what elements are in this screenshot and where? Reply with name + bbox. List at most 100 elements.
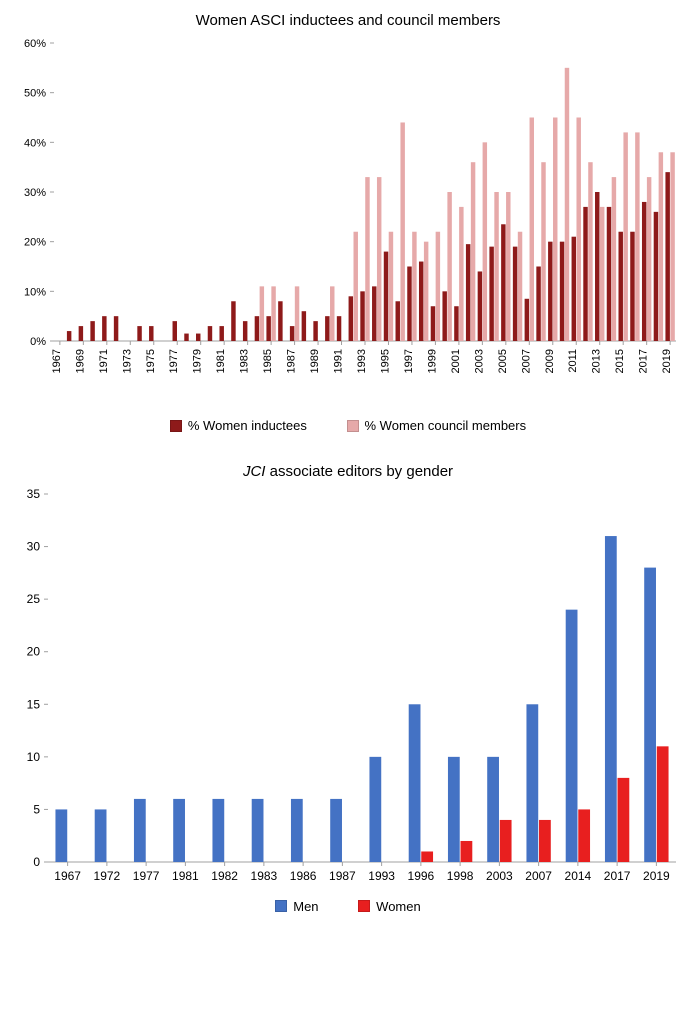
bar-inductees	[266, 316, 270, 341]
svg-text:2019: 2019	[661, 349, 673, 373]
svg-text:20: 20	[27, 644, 41, 658]
bar-women	[618, 777, 630, 861]
bar-council	[506, 192, 510, 341]
bar-inductees	[583, 207, 587, 341]
svg-text:1986: 1986	[290, 869, 317, 883]
top-chart-legend: % Women inductees % Women council member…	[12, 418, 684, 435]
bar-council	[518, 232, 522, 341]
bar-council	[647, 177, 651, 341]
legend-item-women: Women	[358, 899, 421, 914]
bar-council	[670, 152, 674, 341]
bar-men	[487, 756, 499, 861]
bar-inductees	[572, 237, 576, 341]
svg-text:1972: 1972	[94, 869, 121, 883]
bar-inductees	[243, 321, 247, 341]
bar-council	[553, 118, 557, 342]
legend-item-inductees: % Women inductees	[170, 418, 307, 433]
svg-text:20%: 20%	[24, 237, 46, 249]
bar-men	[409, 704, 421, 862]
bar-council	[365, 177, 369, 341]
bar-inductees	[290, 326, 294, 341]
svg-text:2005: 2005	[497, 349, 509, 373]
bar-council	[377, 177, 381, 341]
svg-text:10: 10	[27, 749, 41, 763]
bar-council	[389, 232, 393, 341]
bar-men	[566, 609, 578, 861]
legend-label: Men	[293, 899, 318, 914]
legend-swatch	[347, 420, 359, 432]
legend-item-men: Men	[275, 899, 318, 914]
bar-inductees	[219, 326, 223, 341]
bar-council	[588, 162, 592, 341]
svg-text:0%: 0%	[30, 336, 46, 348]
bar-women	[539, 819, 551, 861]
bar-inductees	[114, 316, 118, 341]
bar-inductees	[478, 271, 482, 341]
svg-text:5: 5	[33, 802, 40, 816]
bar-inductees	[489, 247, 493, 341]
svg-text:2003: 2003	[486, 869, 513, 883]
svg-text:2017: 2017	[604, 869, 631, 883]
svg-text:1995: 1995	[379, 349, 391, 373]
bottom-chart: JCI associate editors by gender 05101520…	[12, 463, 684, 916]
bar-inductees	[407, 267, 411, 342]
svg-text:1983: 1983	[251, 869, 278, 883]
svg-text:1981: 1981	[172, 869, 199, 883]
svg-text:1979: 1979	[192, 349, 204, 373]
bar-council	[600, 207, 604, 341]
legend-swatch	[358, 900, 370, 912]
bar-men	[448, 756, 460, 861]
bar-inductees	[642, 202, 646, 341]
svg-text:1983: 1983	[239, 349, 251, 373]
svg-text:2003: 2003	[473, 349, 485, 373]
bar-inductees	[525, 299, 529, 341]
bar-council	[659, 152, 663, 341]
bar-council	[530, 118, 534, 342]
svg-text:30%: 30%	[24, 187, 46, 199]
svg-text:2019: 2019	[643, 869, 670, 883]
bar-inductees	[255, 316, 259, 341]
svg-text:60%: 60%	[24, 38, 46, 50]
bar-council	[295, 286, 299, 341]
svg-text:30: 30	[27, 539, 41, 553]
bar-inductees	[595, 192, 599, 341]
svg-text:40%: 40%	[24, 137, 46, 149]
bar-council	[353, 232, 357, 341]
bar-inductees	[454, 306, 458, 341]
svg-text:10%: 10%	[24, 286, 46, 298]
bar-inductees	[278, 301, 282, 341]
bar-men	[173, 798, 185, 861]
bar-inductees	[372, 286, 376, 341]
svg-text:1997: 1997	[403, 349, 415, 373]
svg-text:1999: 1999	[426, 349, 438, 373]
svg-text:1993: 1993	[356, 349, 368, 373]
bar-inductees	[501, 224, 505, 341]
bar-council	[436, 232, 440, 341]
svg-text:1977: 1977	[133, 869, 160, 883]
svg-text:1998: 1998	[447, 869, 474, 883]
bar-council	[565, 68, 569, 341]
bar-council	[494, 192, 498, 341]
bar-men	[330, 798, 342, 861]
svg-text:1991: 1991	[333, 349, 345, 373]
svg-text:2007: 2007	[520, 349, 532, 373]
bar-inductees	[513, 247, 517, 341]
bar-inductees	[149, 326, 153, 341]
bar-council	[271, 286, 275, 341]
bar-inductees	[231, 301, 235, 341]
svg-text:2009: 2009	[544, 349, 556, 373]
svg-text:50%: 50%	[24, 88, 46, 100]
top-chart-title: Women ASCI inductees and council members	[12, 12, 684, 29]
svg-text:2007: 2007	[525, 869, 552, 883]
svg-text:1977: 1977	[168, 349, 180, 373]
bar-inductees	[337, 316, 341, 341]
bar-inductees	[548, 242, 552, 341]
bar-inductees	[384, 252, 388, 341]
bar-inductees	[360, 291, 364, 341]
svg-text:1987: 1987	[329, 869, 356, 883]
svg-text:2001: 2001	[450, 349, 462, 373]
bar-inductees	[618, 232, 622, 341]
title-rest: associate editors by gender	[270, 463, 453, 480]
bar-inductees	[665, 172, 669, 341]
bar-council	[635, 132, 639, 341]
